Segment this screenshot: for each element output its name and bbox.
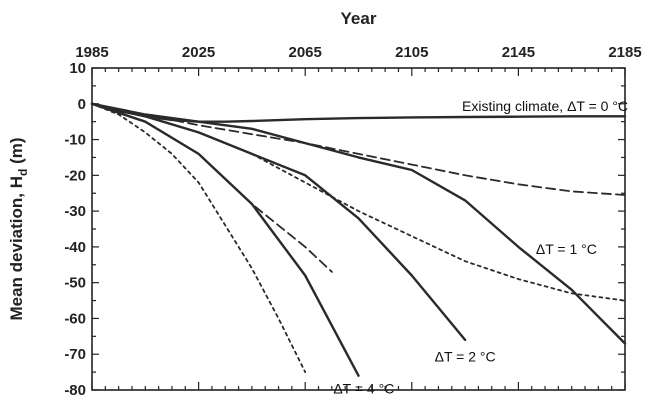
y-axis-title-unit: (m)	[7, 137, 26, 168]
y-axis-title: Mean deviation, Hd (m)	[7, 137, 30, 320]
y-tick-label: -40	[64, 239, 86, 256]
x-tick-label: 2105	[395, 44, 428, 61]
x-tick-label: 2185	[608, 44, 641, 61]
y-axis-title-main: Mean deviation, H	[7, 176, 26, 321]
annotation-label: Existing climate, ΔT = 0 °C	[462, 98, 628, 114]
y-tick-label: -50	[64, 275, 86, 292]
y-tick-label: 10	[69, 60, 86, 77]
x-tick-label: 2025	[182, 44, 215, 61]
x-axis-title: Year	[341, 9, 377, 28]
annotation-label: ΔT = 1 °C	[536, 241, 597, 257]
y-tick-label: -80	[64, 382, 86, 399]
series-lines	[90, 102, 627, 377]
series-line	[91, 102, 626, 302]
y-tick-label: -60	[64, 310, 86, 327]
annotation-label: ΔT = 2 °C	[435, 348, 496, 364]
annotation-label: ΔT = 4 °C	[333, 381, 394, 397]
series-line	[91, 102, 333, 273]
tick-labels: 1985 2025 2065 2105 2145 2185 10 0 -10 -20 -30 -40 -…	[64, 44, 641, 399]
series-line	[90, 102, 627, 345]
ticks	[91, 67, 626, 391]
y-tick-label: 0	[78, 96, 86, 113]
series-line	[91, 102, 626, 196]
y-tick-label: -20	[64, 167, 86, 184]
series-line	[91, 102, 307, 373]
y-tick-label: -30	[64, 203, 86, 220]
x-tick-label: 2065	[289, 44, 322, 61]
annotations: Existing climate, ΔT = 0 °C ΔT = 1 °C ΔT =…	[333, 98, 628, 397]
x-tick-label: 2145	[502, 44, 535, 61]
x-tick-label: 1985	[75, 44, 108, 61]
y-axis-title-sub: d	[16, 169, 30, 176]
y-tick-label: -70	[64, 346, 86, 363]
y-tick-label: -10	[64, 132, 86, 149]
series-line	[90, 102, 360, 377]
